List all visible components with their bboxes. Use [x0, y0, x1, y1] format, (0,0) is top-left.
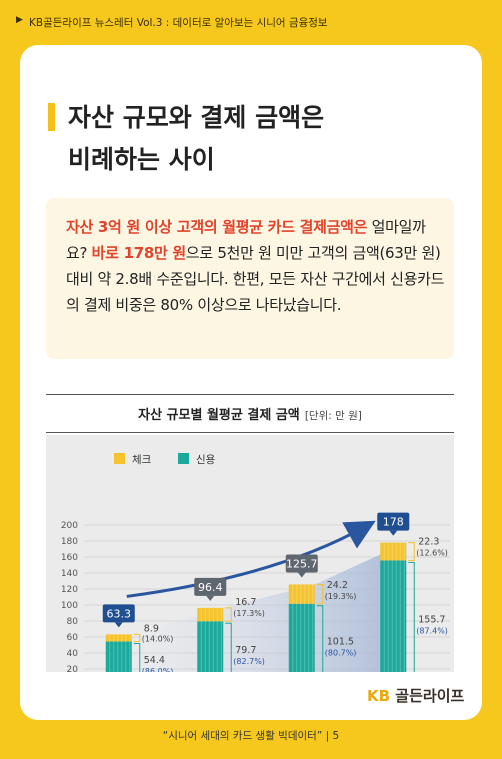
credit-value-1: 79.7 — [235, 645, 256, 656]
summary-text-2b: 으로 5천만 원 미만 고객의 금액(63만 원) 대비 약 2.8배 수준입니… — [66, 244, 445, 314]
trend-band — [131, 542, 407, 672]
check-percent-0: (14.0%) — [142, 634, 174, 643]
play-arrow-icon: ▶ — [16, 15, 23, 25]
footer-separator: | — [325, 730, 330, 742]
y-tick-label-9: 180 — [61, 537, 78, 547]
total-box-pointer-3 — [389, 530, 398, 536]
bar-credit-1 — [197, 621, 224, 672]
summary-text-2a: 얼마일까요? — [66, 218, 426, 262]
y-tick-label-2: 40 — [67, 649, 79, 659]
credit-bracket-1 — [225, 622, 232, 672]
credit-percent-2: (80.7%) — [325, 648, 357, 657]
total-box-0 — [102, 604, 135, 623]
brand-kb: KB — [367, 687, 391, 705]
page-number: 5 — [332, 730, 340, 742]
credit-percent-1: (82.7%) — [233, 657, 265, 666]
bar-credit-0 — [105, 641, 132, 672]
credit-value-3: 155.7 — [418, 615, 445, 626]
page-title-line-1: 자산 규모와 결제 금액은 — [68, 103, 325, 132]
trend-arrow — [126, 520, 376, 598]
y-tick-label-5: 100 — [61, 601, 78, 611]
check-value-2: 24.2 — [327, 580, 348, 591]
y-tick-label-8: 160 — [61, 553, 78, 563]
credit-percent-0: (86.0%) — [142, 667, 174, 672]
check-percent-2: (19.3%) — [325, 592, 357, 601]
page-title-line-2: 비례하는 사이 — [68, 145, 215, 174]
chart-area: 020406080100120140160180200체크신용5천 미만63.3… — [46, 435, 454, 672]
headline-accent-bar — [48, 103, 55, 131]
total-box-1 — [194, 577, 227, 596]
bar-check-0 — [105, 634, 132, 642]
credit-bracket-0 — [133, 642, 141, 672]
chart-title: 자산 규모별 월평균 결제 금액 — [138, 408, 300, 423]
total-box-pointer-2 — [297, 572, 306, 578]
y-tick-label-7: 140 — [61, 569, 78, 579]
credit-bracket-3 — [408, 561, 415, 672]
summary-text: 자산 3억 원 이상 고객의 월평균 카드 결제금액은 얼마일까요? 바로 17… — [66, 214, 446, 318]
bar-check-2 — [288, 584, 315, 604]
summary-highlight-2: 바로 178만 원 — [91, 244, 187, 262]
check-percent-1: (17.3%) — [233, 609, 265, 618]
check-bracket-2 — [316, 583, 324, 605]
total-box-pointer-1 — [206, 595, 215, 601]
check-value-0: 8.9 — [144, 623, 159, 634]
brand-name: 골든라이프 — [395, 687, 465, 705]
top-header: ▶ KB골든라이프 뉴스레터 Vol.3 : 데이터로 알아보는 시니어 금융정… — [0, 0, 502, 44]
summary-box: 자산 3억 원 이상 고객의 월평균 카드 결제금액은 얼마일까요? 바로 17… — [46, 198, 454, 359]
chart-unit: [단위: 만 원] — [304, 410, 362, 422]
bar-check-1 — [197, 607, 224, 622]
check-value-1: 16.7 — [235, 597, 256, 608]
stacked-bar-chart: 020406080100120140160180200체크신용5천 미만63.3… — [61, 453, 450, 672]
legend-swatch-1 — [178, 453, 189, 464]
total-box-3 — [377, 512, 410, 531]
total-label-2: 125.7 — [286, 557, 318, 570]
page-footer: “시니어 세대의 카드 생활 빅데이터” | 5 — [0, 728, 502, 743]
total-label-3: 178 — [383, 516, 404, 529]
y-tick-label-10: 200 — [61, 521, 78, 531]
chart-title-bar: 자산 규모별 월평균 결제 금액 [단위: 만 원] — [46, 394, 454, 433]
credit-value-2: 101.5 — [327, 636, 354, 647]
credit-bracket-2 — [316, 605, 324, 672]
breadcrumb: KB골든라이프 뉴스레터 Vol.3 : 데이터로 알아보는 시니어 금융정보 — [29, 17, 328, 29]
check-bracket-0 — [133, 633, 141, 642]
total-label-0: 63.3 — [107, 607, 131, 620]
brand-logo: KB 골든라이프 — [367, 685, 464, 706]
y-tick-label-4: 80 — [67, 617, 79, 627]
total-box-pointer-0 — [114, 622, 123, 628]
legend-swatch-0 — [114, 453, 125, 464]
legend-label-1: 신용 — [196, 454, 216, 466]
summary-highlight-1: 자산 3억 원 이상 고객의 월평균 카드 결제금액은 — [66, 218, 368, 236]
check-percent-3: (12.6%) — [416, 548, 448, 557]
credit-percent-3: (87.4%) — [416, 627, 448, 636]
bar-credit-3 — [380, 560, 407, 672]
legend-label-0: 체크 — [132, 454, 152, 466]
check-bracket-1 — [225, 607, 232, 622]
total-box-2 — [285, 554, 318, 573]
y-tick-label-1: 20 — [67, 665, 79, 672]
y-tick-label-6: 120 — [61, 585, 78, 595]
footer-title: “시니어 세대의 카드 생활 빅데이터” — [162, 730, 323, 742]
credit-value-0: 54.4 — [144, 655, 165, 666]
check-value-3: 22.3 — [418, 536, 439, 547]
content-card: 자산 규모와 결제 금액은 비례하는 사이 자산 3억 원 이상 고객의 월평균… — [20, 45, 482, 720]
y-tick-label-3: 60 — [67, 633, 79, 643]
bar-credit-2 — [288, 603, 315, 672]
bar-check-3 — [380, 542, 407, 561]
check-bracket-3 — [408, 542, 415, 561]
page-title: 자산 규모와 결제 금액은 비례하는 사이 — [68, 97, 324, 181]
total-label-1: 96.4 — [198, 581, 223, 594]
